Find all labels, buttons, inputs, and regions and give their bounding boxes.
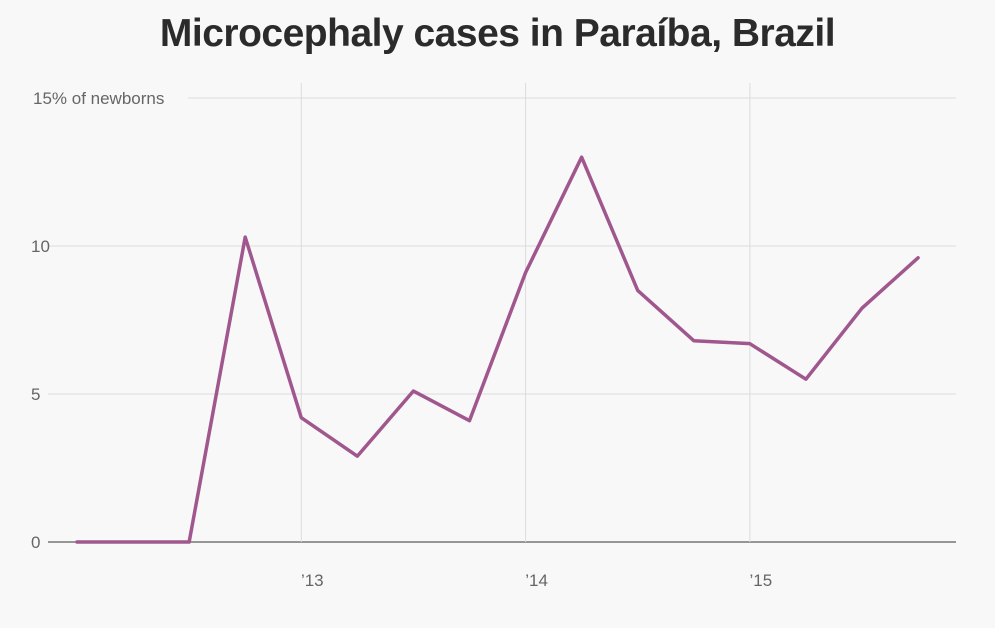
series-line-0 xyxy=(75,155,920,544)
axis-layer: 0 5 10 15% of newborns ’13 ’14 ’15 xyxy=(31,89,772,590)
data-point-0-8 xyxy=(524,271,528,275)
data-point-0-12 xyxy=(748,342,752,346)
data-point-0-10 xyxy=(636,288,640,292)
y-tick-label-15: 15% of newborns xyxy=(33,89,164,108)
data-point-0-3 xyxy=(243,235,247,239)
data-point-0-6 xyxy=(411,389,415,393)
chart-title: Microcephaly cases in Paraíba, Brazil xyxy=(159,12,836,55)
data-point-0-15 xyxy=(916,256,920,260)
data-point-0-14 xyxy=(860,306,864,310)
grid-layer xyxy=(48,83,956,543)
x-tick-label-2013: ’13 xyxy=(301,571,324,590)
data-point-0-5 xyxy=(355,454,359,458)
y-tick-label-0: 0 xyxy=(31,533,40,552)
data-point-0-1 xyxy=(131,540,135,544)
data-point-0-9 xyxy=(580,155,584,159)
data-point-0-2 xyxy=(187,540,191,544)
data-point-0-7 xyxy=(467,419,471,423)
series-layer xyxy=(75,155,920,544)
y-tick-label-10: 10 xyxy=(31,237,50,256)
data-point-0-0 xyxy=(75,540,79,544)
data-point-0-4 xyxy=(299,416,303,420)
x-tick-label-2015: ’15 xyxy=(750,571,773,590)
data-point-0-11 xyxy=(692,339,696,343)
data-point-0-13 xyxy=(804,377,808,381)
x-tick-label-2014: ’14 xyxy=(525,571,548,590)
y-tick-label-5: 5 xyxy=(31,385,40,404)
